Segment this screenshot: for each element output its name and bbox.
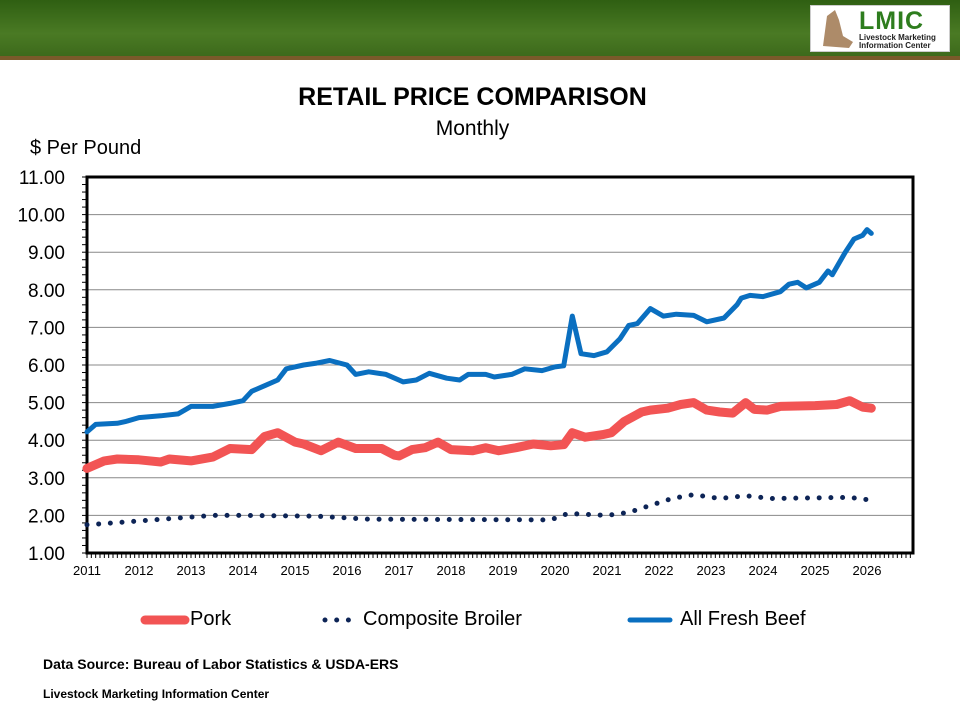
lmic-logo: LMIC Livestock Marketing Information Cent… [810,5,950,52]
series-line-all-fresh-beef [84,227,874,435]
data-source: Data Source: Bureau of Labor Statistics … [43,656,399,672]
y-tick-label: 3.00 [28,469,65,490]
y-tick-label: 1.00 [28,544,65,565]
y-tick-label: 10.00 [17,206,65,227]
chart-title: RETAIL PRICE COMPARISON [298,83,647,111]
x-tick-label: 2022 [645,563,674,578]
y-axis-label: $ Per Pound [30,137,142,159]
series-line-composite-broiler [84,492,870,528]
y-tick-label: 8.00 [28,281,65,302]
y-tick-label: 4.00 [28,431,65,452]
x-tick-label: 2017 [385,563,414,578]
y-tick-label: 9.00 [28,243,65,264]
legend-pork-label: Pork [190,608,232,630]
plot-frame [85,175,915,555]
chart-subtitle: Monthly [435,117,510,140]
x-tick-label: 2011 [73,563,101,578]
legend-broiler-label: Composite Broiler [363,608,522,630]
x-tick-label: 2013 [177,563,206,578]
series-line-pork [82,396,876,473]
y-tick-label: 7.00 [28,318,65,339]
legend-beef-label: All Fresh Beef [680,608,806,630]
x-tick-label: 2025 [801,563,830,578]
y-tick-label: 11.00 [19,168,65,189]
x-tick-label: 2026 [853,563,882,578]
header-divider [0,56,960,60]
organization: Livestock Marketing Information Center [43,687,270,701]
x-tick-label: 2014 [229,563,258,578]
logo-title: LMIC [859,7,925,35]
y-tick-label: 2.00 [28,506,65,527]
x-tick-label: 2020 [541,563,570,578]
x-tick-label: 2018 [437,563,466,578]
x-tick-label: 2024 [749,563,778,578]
x-tick-label: 2015 [281,563,310,578]
x-tick-label: 2012 [125,563,154,578]
x-tick-label: 2019 [489,563,518,578]
cattle-logo-icon [823,10,853,48]
x-tick-label: 2021 [593,563,622,578]
y-tick-label: 6.00 [28,356,65,377]
header-bar [0,0,960,56]
x-tick-label: 2023 [697,563,726,578]
x-tick-label: 2016 [333,563,362,578]
logo-subtitle: Livestock Marketing Information Center [859,33,936,50]
y-tick-label: 5.00 [28,394,65,415]
